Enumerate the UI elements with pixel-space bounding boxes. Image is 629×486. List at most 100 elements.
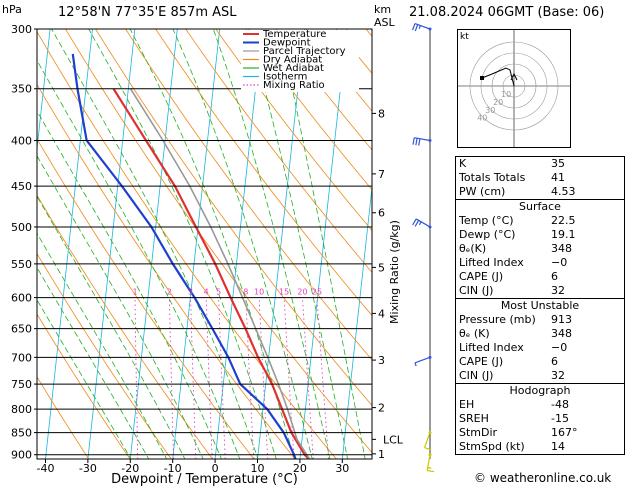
wind-barb-flag: [424, 447, 432, 451]
mixing-ratio-line: [218, 297, 226, 459]
surface-value: −0: [551, 256, 568, 269]
altitude-tick-label: 6: [378, 207, 385, 220]
temp-tick-label: 20: [293, 462, 307, 475]
wind-barb-flag: [412, 23, 416, 31]
wind-barb: [412, 22, 432, 32]
legend-label: Dewpoint: [263, 38, 311, 49]
wind-barb-staff: [423, 432, 431, 448]
plot-frame: [36, 28, 373, 460]
hpa-label: hPa: [2, 3, 22, 16]
dry-adiabat-line: [185, 29, 372, 274]
wind-barb: [423, 431, 432, 451]
mixing-ratio-axis-label: Mixing Ratio (g/kg): [388, 220, 401, 324]
wind-barb: [412, 218, 432, 229]
wet-adiabat-line: [37, 195, 186, 459]
hodograph-ring-label: 10: [501, 90, 511, 99]
mixing-ratio-label: 10: [254, 288, 264, 297]
surface-label: Temp (°C): [459, 214, 514, 227]
mixing-ratio-label: 8: [243, 288, 248, 297]
hodo-value: -48: [551, 398, 569, 411]
legend-label: Parcel Trajectory: [263, 46, 346, 57]
hodo-row: StmDir 167°: [459, 426, 621, 440]
isotherm-line: [341, 183, 372, 459]
dry-adiabat-line: [37, 313, 131, 459]
altitude-tick-label: 4: [378, 307, 385, 320]
asl-label: ASL: [374, 16, 395, 29]
temp-tick-label: 30: [335, 462, 349, 475]
temp-tick-label: -10: [164, 462, 182, 475]
unstable-row: CIN (J) 32: [459, 369, 621, 383]
unstable-value: 6: [551, 355, 558, 368]
legend-label: Dry Adiabat: [263, 55, 322, 66]
table-surface: Surface Temp (°C) 22.5 Dewp (°C) 19.1 θₑ(K) 3…: [455, 200, 625, 299]
indices-row: K 35: [459, 157, 621, 171]
surface-row: CAPE (J) 6: [459, 270, 621, 284]
altitude-tick-label: 8: [378, 107, 385, 120]
mixing-ratio-label: 15: [279, 288, 289, 297]
wet-adiabat-line: [248, 29, 349, 459]
hodo-row: StmSpd (kt) 14: [459, 440, 621, 454]
wind-barb-flag: [418, 138, 421, 146]
unstable-row: CAPE (J) 6: [459, 355, 621, 369]
wind-barb-staff: [414, 356, 431, 364]
hodograph-ring: [491, 63, 537, 109]
isotherm-line: [87, 29, 136, 459]
mixing-ratio-line: [316, 297, 330, 459]
mixing-ratio-label: 2: [167, 288, 172, 297]
isotherm-line: [129, 29, 178, 459]
wind-barb-dot: [428, 27, 432, 31]
copyright: © weatheronline.co.uk: [474, 471, 612, 485]
unstable-label: θₑ (K): [459, 327, 490, 340]
mixing-ratio-line: [134, 297, 139, 459]
surface-label: CIN (J): [459, 284, 494, 297]
indices-row: Totals Totals 41: [459, 171, 621, 185]
surface-label: CAPE (J): [459, 270, 504, 283]
hodograph-ring-label: 20: [493, 98, 503, 107]
temp-tick-label: 0: [212, 462, 219, 475]
wind-barb-flag: [415, 138, 418, 146]
altitude-tick-label: 7: [378, 168, 385, 181]
dry-adiabat-line: [245, 29, 372, 191]
unstable-value: 32: [551, 369, 565, 382]
unstable-row: θₑ (K) 348: [459, 327, 621, 341]
mixing-ratio-label: 5: [216, 288, 221, 297]
wind-barb-staff: [426, 454, 431, 471]
mixing-ratio-line: [190, 297, 197, 459]
isotherm-line: [257, 29, 305, 459]
surface-value: 19.1: [551, 228, 576, 241]
wind-barb-flag: [427, 467, 432, 469]
indices-row: PW (cm) 4.53: [459, 185, 621, 199]
dry-adiabat-line: [37, 252, 172, 459]
dry-adiabat-line: [37, 138, 255, 459]
mixing-ratio-line: [168, 297, 175, 459]
wet-adiabat-line: [37, 59, 241, 459]
pressure-tick-label: 800: [11, 403, 32, 416]
pressure-tick-label: 850: [11, 427, 32, 440]
surface-value: 22.5: [551, 214, 576, 227]
wind-barb-flag: [414, 24, 419, 32]
mixing-ratio-line: [205, 297, 213, 459]
temp-tick-label: -20: [121, 462, 139, 475]
isotherm-line: [37, 29, 51, 153]
mixing-ratio-label: 25: [312, 288, 322, 297]
surface-row: Temp (°C) 22.5: [459, 214, 621, 228]
wet-adiabat-line: [212, 29, 331, 459]
hodo-label: SREH: [459, 412, 489, 425]
wet-adiabat-line: [37, 299, 132, 459]
pressure-tick-label: 500: [11, 221, 32, 234]
mixing-ratio-line: [302, 297, 314, 459]
wet-adiabat-line: [88, 29, 277, 459]
hodo-row: SREH -15: [459, 412, 621, 426]
indices-label: K: [459, 157, 467, 170]
mixing-ratio-line: [245, 297, 255, 459]
wet-adiabat-line: [37, 266, 150, 459]
wind-barb-dot: [428, 225, 432, 229]
legend-label: Temperature: [262, 29, 326, 40]
isotherm-line: [45, 29, 93, 459]
dry-adiabat-line: [65, 29, 372, 454]
unstable-label: Lifted Index: [459, 341, 524, 354]
surface-value: 348: [551, 242, 572, 255]
altitude-tick-label: 3: [378, 354, 385, 367]
wind-barb: [426, 453, 435, 473]
hodograph-ring-label: 40: [477, 114, 487, 123]
